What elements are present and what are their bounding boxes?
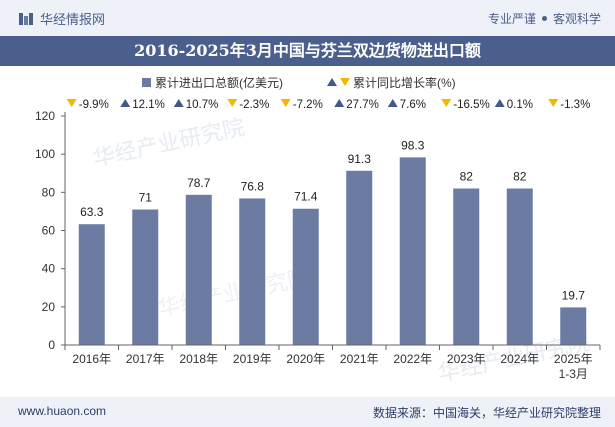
- x-tick-label: 2024年: [500, 352, 539, 366]
- legend-swatch-bar: [142, 78, 151, 87]
- growth-up-triangle-icon: [494, 99, 505, 107]
- tagline-text-2: 客观科学: [552, 12, 601, 26]
- bar-value-label: 82: [460, 170, 474, 184]
- growth-label: 10.7%: [186, 99, 219, 111]
- growth-row: -9.9% 12.1% 10.7% -2.3% -7.2% 27.7% 7.6% -16.5%…: [66, 99, 590, 111]
- x-axis: 2016年 2017年 2018年 2019年 2020年 2021年 2022年 2023年…: [64, 344, 601, 381]
- growth-up-triangle-icon: [387, 99, 398, 107]
- y-tick-label: 100: [35, 147, 55, 161]
- brand[interactable]: 华经情报网: [18, 9, 105, 28]
- chart-title: 2016-2025年3月中国与芬兰双边货物进出口额: [134, 41, 481, 60]
- bar-value-label: 19.7: [562, 288, 586, 302]
- y-tick-label: 20: [42, 300, 56, 314]
- x-tick-label: 2019年: [233, 352, 272, 366]
- growth-up-triangle-icon: [334, 99, 345, 107]
- bar: [399, 157, 426, 345]
- growth-down-triangle-icon: [66, 99, 77, 107]
- bar-value-label: 71: [139, 191, 153, 205]
- bar: [346, 170, 373, 345]
- bar-value-label: 78.7: [187, 176, 211, 190]
- tagline-text-1: 专业严谨: [487, 12, 536, 26]
- bar: [239, 198, 266, 345]
- x-tick-label: 2017年: [126, 352, 165, 366]
- growth-label: 27.7%: [346, 99, 379, 111]
- growth-label: 7.6%: [400, 99, 426, 111]
- header-bar: 华经情报网 专业严谨 客观科学: [0, 0, 615, 36]
- bar-value-label: 82: [513, 170, 527, 184]
- legend: 累计进出口总额(亿美元) 累计同比增长率(%): [142, 75, 456, 90]
- bars: 63.3 71 78.7 76.8 71.4 91.3 98.3 82 82 19.7: [78, 138, 587, 345]
- growth-label: -16.5%: [453, 99, 489, 111]
- growth-up-triangle-icon: [173, 99, 184, 107]
- growth-label: 0.1%: [507, 99, 533, 111]
- y-tick-label: 0: [48, 338, 55, 352]
- growth-down-triangle-icon: [227, 99, 238, 107]
- tagline-dot-icon: [541, 16, 547, 21]
- y-axis: 0 20 40 60 80 100 120: [35, 109, 66, 352]
- data-source: 数据来源：中国海关，华经产业研究院整理: [372, 406, 601, 420]
- growth-down-triangle-icon: [441, 99, 452, 107]
- brand-logo-icon: [19, 12, 33, 25]
- x-tick-label: 2025年 1-3月: [554, 352, 593, 381]
- brand-name: 华经情报网: [40, 12, 106, 27]
- bar: [453, 188, 480, 345]
- x-tick-label: 2021年: [340, 352, 379, 366]
- growth-down-triangle-icon: [548, 99, 559, 107]
- legend-label-bar: 累计进出口总额(亿美元): [155, 75, 283, 90]
- bar-value-label: 91.3: [348, 152, 372, 166]
- x-tick-label: 2023年: [447, 352, 486, 366]
- x-tick-label: 2016年: [72, 352, 111, 366]
- y-tick-label: 60: [42, 224, 56, 238]
- y-tick-label: 120: [35, 109, 55, 123]
- bar-value-label: 98.3: [401, 138, 425, 152]
- bar-value-label: 76.8: [241, 179, 265, 193]
- bar-value-label: 63.3: [80, 205, 104, 219]
- y-tick-label: 80: [42, 185, 56, 199]
- growth-label: -2.3%: [239, 99, 269, 111]
- title-bar: 2016-2025年3月中国与芬兰双边货物进出口额: [0, 36, 615, 66]
- bar: [506, 188, 533, 345]
- tagline: 专业严谨 客观科学: [488, 10, 601, 27]
- growth-label: -9.9%: [79, 99, 109, 111]
- y-tick-label: 40: [42, 262, 56, 276]
- x-tick-label: 2022年: [393, 352, 432, 366]
- legend-down-triangle-icon: [340, 78, 350, 86]
- growth-label: 12.1%: [132, 99, 165, 111]
- bar: [132, 209, 159, 345]
- legend-up-triangle-icon: [327, 78, 337, 86]
- growth-up-triangle-icon: [120, 99, 131, 107]
- bar: [292, 208, 319, 345]
- growth-label: -1.3%: [560, 99, 590, 111]
- bar: [560, 307, 587, 345]
- bar-value-label: 71.4: [294, 190, 318, 204]
- footer-bar: www.huaon.com 数据来源：中国海关，华经产业研究院整理: [0, 397, 615, 427]
- growth-down-triangle-icon: [280, 99, 291, 107]
- website-link[interactable]: www.huaon.com: [18, 404, 107, 418]
- bar: [185, 194, 212, 345]
- watermark-text: 华经产业研究院: [156, 264, 312, 320]
- watermark-text: 华经产业研究院: [91, 114, 247, 170]
- x-tick-label: 2018年: [179, 352, 218, 366]
- chart: 华经产业研究院 华经产业研究院 华经产业研究院 累计进出口总额(亿美元) 累计同…: [35, 75, 601, 386]
- x-tick-label: 2020年: [286, 352, 325, 366]
- bar: [78, 224, 105, 345]
- growth-label: -7.2%: [293, 99, 323, 111]
- legend-label-growth: 累计同比增长率(%): [353, 75, 456, 90]
